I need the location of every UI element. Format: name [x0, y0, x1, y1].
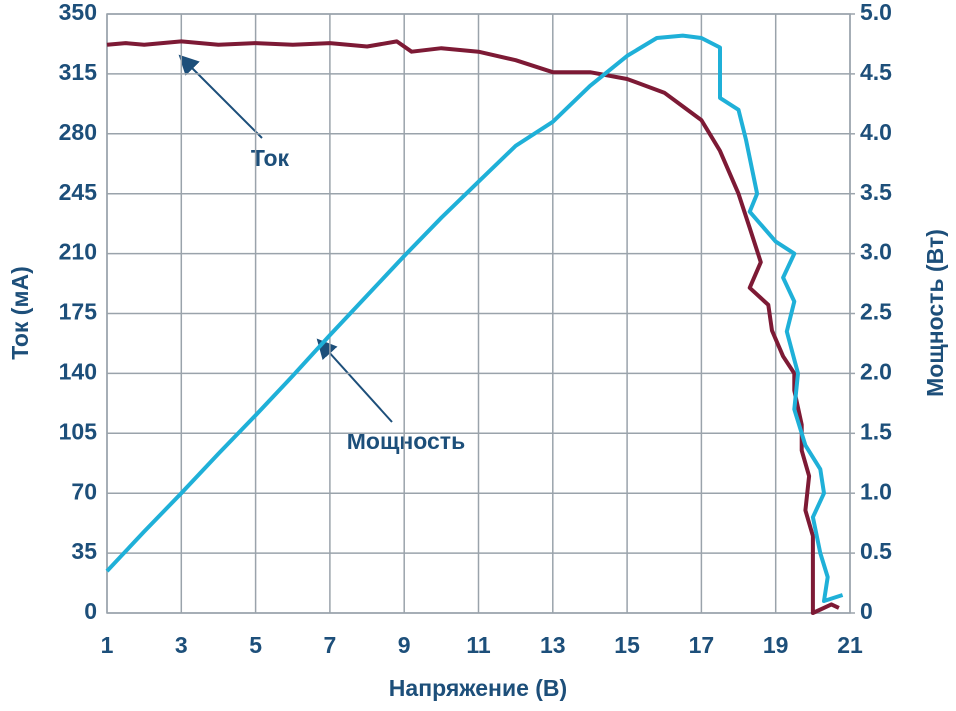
y-tick-label: 35	[71, 538, 97, 564]
y2-tick-label: 4.5	[860, 59, 892, 85]
x-tick-label: 11	[466, 632, 491, 658]
y2-axis-label: Мощность (Вт)	[922, 229, 948, 397]
x-tick-label: 17	[689, 632, 715, 658]
y2-tick-label: 0.5	[860, 538, 892, 564]
y-tick-label: 245	[59, 179, 98, 205]
y-tick-label: 210	[59, 239, 97, 265]
x-tick-label: 1	[101, 632, 114, 658]
y2-tick-label: 2.5	[860, 299, 892, 325]
x-tick-label: 9	[398, 632, 411, 658]
y-axis-label: Ток (мА)	[7, 266, 33, 360]
y2-tick-label: 3.5	[860, 179, 892, 205]
x-tick-label: 13	[540, 632, 566, 658]
series-line	[105, 33, 844, 603]
y2-tick-label: 0	[860, 598, 873, 624]
x-tick-label: 3	[175, 632, 188, 658]
y-tick-label: 350	[59, 0, 97, 25]
y-tick-label: 140	[59, 358, 97, 384]
annotation-arrow	[178, 54, 263, 139]
x-tick-label: 19	[763, 632, 789, 658]
y-tick-label: 0	[84, 598, 97, 624]
y-tick-label: 315	[59, 59, 98, 85]
series-line	[106, 39, 840, 615]
x-tick-label: 15	[614, 632, 640, 658]
x-tick-label: 7	[324, 632, 337, 658]
x-axis-label: Напряжение (В)	[389, 675, 567, 701]
annotation: Мощность	[347, 428, 465, 454]
x-tick-label: 21	[837, 632, 863, 658]
x-tick-label: 5	[249, 632, 262, 658]
y2-tick-label: 1.0	[860, 478, 892, 504]
y-tick-label: 175	[59, 299, 98, 325]
y-tick-label: 280	[59, 119, 97, 145]
y-tick-label: 105	[59, 418, 98, 444]
y2-tick-label: 3.0	[860, 239, 892, 265]
y2-tick-label: 5.0	[860, 0, 892, 25]
annotation-arrow	[316, 338, 393, 423]
annotation: Ток	[251, 145, 290, 171]
y2-tick-label: 2.0	[860, 358, 892, 384]
y2-tick-label: 4.0	[860, 119, 892, 145]
y-tick-label: 70	[71, 478, 97, 504]
y2-tick-label: 1.5	[860, 418, 892, 444]
plot-frame	[106, 13, 851, 614]
